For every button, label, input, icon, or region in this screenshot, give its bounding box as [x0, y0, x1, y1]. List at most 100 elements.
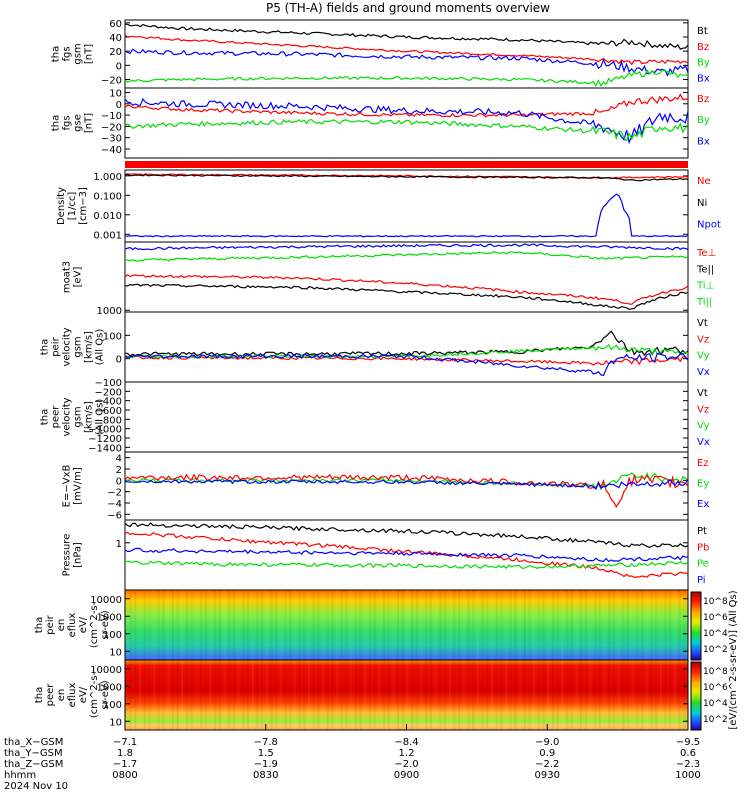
series-fgs-gsm-red [124, 34, 689, 66]
series-temperature-red [124, 274, 689, 305]
panel-frame [124, 381, 689, 453]
colorbar-label: [eV/(cm^2-s-sr-eV)] (All Qs) [728, 590, 739, 729]
ephemeris-value: −1.7 [113, 759, 137, 770]
series-temperature-black [124, 283, 689, 311]
series-fgs-gse-red [124, 93, 689, 118]
y-tick-label: 100 [103, 331, 122, 342]
colorbar-tick: 10^4 [703, 699, 728, 709]
y-tick-label: 20 [109, 47, 122, 58]
ephemeris-value: 0800 [112, 770, 137, 781]
ephemeris-value: 1.2 [399, 748, 415, 759]
y-tick-label: −30 [101, 134, 122, 145]
series-pressure-green [124, 560, 689, 570]
series-density-black [124, 173, 689, 182]
legend-te⊥: Te⊥ [696, 248, 716, 259]
y-tick-label: 0.100 [93, 191, 122, 202]
ephemeris-value: 1.8 [117, 748, 133, 759]
colorbar: 10^8 10^6 10^4 10^2 10^8 10^6 10^4 10^2 [eV/(cm^… [690, 590, 739, 731]
ephemeris-value: 0930 [535, 770, 560, 781]
ephemeris-value: −2.2 [535, 759, 559, 770]
y-tick-label: 10000 [90, 665, 122, 676]
y-tick-label: −800 [95, 415, 122, 426]
y-tick-label: 40 [109, 33, 122, 44]
y-axis-label: thafgsgse[nT] [51, 113, 95, 133]
ephemeris-value: 1.5 [258, 748, 274, 759]
series-density-blue [124, 193, 689, 238]
ephemeris-value: −8.4 [394, 737, 418, 748]
colorbar-strip [690, 591, 702, 661]
legend-pb: Pb [697, 542, 709, 553]
y-tick-label: −600 [95, 406, 122, 417]
y-tick-label: 0.001 [93, 230, 122, 241]
legend-ex: Ex [697, 499, 709, 510]
series-pressure-black [124, 522, 689, 548]
y-axis-label: Density[1/cc][cm−3] [56, 187, 89, 225]
series-pressure-red [124, 531, 689, 579]
y-tick-label: 1.000 [93, 172, 122, 183]
y-tick-label: −200 [95, 387, 122, 398]
panel-efield: 420−2−4−6 E=−VxB[mV/m] Ez Ey Ex [62, 451, 709, 521]
legend-ez: Ez [697, 458, 709, 469]
y-axis-label: E=−VxB[mV/m] [62, 465, 84, 508]
y-tick-label: 0.010 [93, 211, 122, 222]
y-tick-label: −2 [107, 488, 122, 499]
y-tick-label: −10 [101, 111, 122, 122]
panel-temperature: 1000 moat3[eV] Te⊥ Te|| Ti⊥ Ti|| [62, 241, 716, 317]
ephemeris-value: −2.3 [676, 759, 700, 770]
series-pressure-blue [124, 547, 689, 563]
series-fgs-gsm-blue [124, 48, 689, 77]
spectrogram-image [125, 590, 688, 660]
y-tick-label: 0 [116, 355, 122, 366]
legend-ne: Ne [697, 176, 711, 187]
ephemeris-value: −9.5 [676, 737, 700, 748]
legend-bz: Bz [697, 42, 709, 53]
ephemeris-value: −2.0 [394, 759, 418, 770]
y-axis-label: thapeirenefluxeV/(cm^2-s-sr-eV) [34, 601, 111, 648]
panel-fgs-gsm: 60 40 20 0 −20 thafgsgsm[nT] Bt Bz By Bx [51, 19, 710, 89]
legend-bx: Bx [697, 136, 710, 147]
y-tick-label: −400 [95, 397, 122, 408]
legend-vt: Vt [697, 318, 708, 329]
legend-bz: Bz [697, 94, 709, 105]
ephemeris-value: −1.9 [254, 759, 278, 770]
ephemeris-label-0: tha_X−GSM [4, 737, 63, 748]
series-temperature-green [124, 251, 689, 262]
colorbar-tick: 10^8 [703, 667, 728, 677]
y-tick-label: 4 [116, 454, 122, 465]
series-fgs-gse-blue [124, 97, 689, 145]
legend-bt: Bt [697, 26, 708, 37]
series-efield-red [124, 473, 689, 508]
y-tick-label: −20 [101, 76, 122, 87]
y-tick-label: −4 [107, 499, 122, 510]
legend-ti||: Ti|| [696, 297, 712, 308]
series-fgs-gse-green [124, 119, 689, 142]
panels: 6040200−20thafgsgsm[nT]BtBzByBx100−10−20… [34, 19, 721, 731]
series-temperature-blue [124, 243, 689, 251]
legend-ni: Ni [697, 198, 707, 209]
series-peir-velocity-black [124, 330, 689, 357]
legend-vy: Vy [697, 421, 710, 432]
panel-frame [124, 87, 689, 159]
colorbar-strip [690, 661, 702, 731]
y-tick-label: 10 [109, 717, 122, 728]
spectrogram-image [125, 660, 688, 730]
legend-by: By [697, 58, 710, 69]
colorbar-tick: 10^6 [703, 613, 728, 623]
y-tick-label: −6 [107, 510, 122, 521]
panel-separator-bar [125, 161, 688, 168]
legend-pi: Pi [697, 575, 706, 586]
y-tick-label: 0 [116, 61, 122, 72]
y-axis-label: thapeerenefluxeV/(cm^2-s-sr-eV) [34, 671, 111, 718]
panel-density: 1.000 0.100 0.010 0.001 Density[1/cc][cm−3] N… [56, 169, 721, 243]
y-tick-label: −1000 [88, 425, 122, 436]
colorbar-tick: 10^2 [703, 645, 728, 655]
y-axis-label: thafgsgsm[nT] [51, 43, 95, 64]
x-axis-ephemeris: tha_X−GSM −7.1 −7.8 −8.4 −9.0 −9.5 tha_Y−GSM 1.… [4, 724, 701, 792]
y-axis-label: thapeirvelocitygsm[km/s](All Qs) [40, 327, 106, 366]
panel-peer-velocity: −200−400−600−800−1000−1200−1400 thapeerve… [40, 381, 710, 454]
ephemeris-value: −7.8 [254, 737, 278, 748]
ephemeris-label-3: hhmm [4, 770, 36, 781]
panel-frame [124, 311, 689, 383]
panel-peer-eflux: 10000 1000 100 10thapeerenefluxeV/(cm^2-s-s… [34, 659, 689, 731]
legend-pt: Pt [697, 526, 707, 537]
